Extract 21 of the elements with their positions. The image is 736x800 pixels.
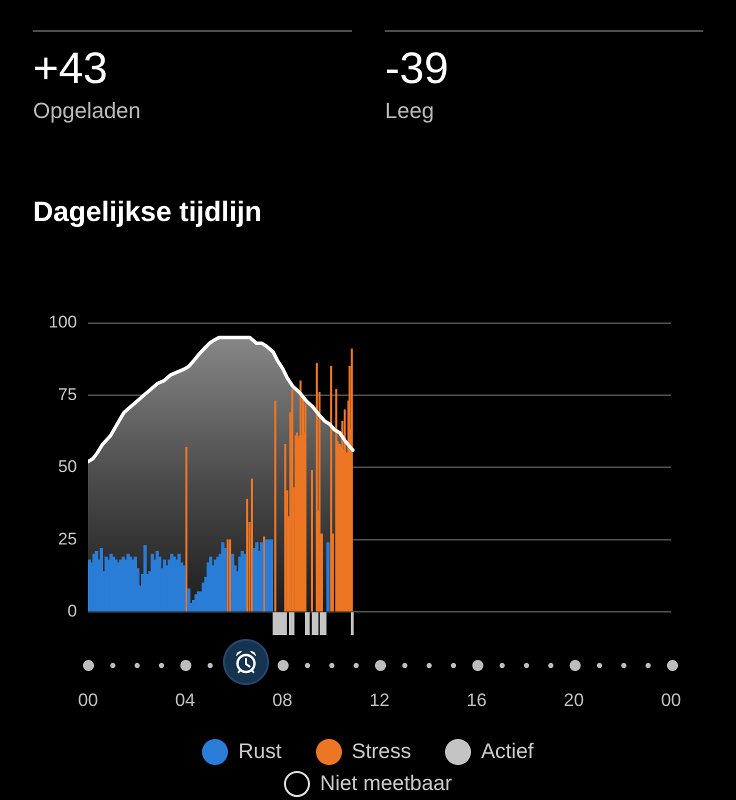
y-tick-label: 0 xyxy=(68,602,77,621)
text: Leeg xyxy=(385,98,434,124)
y-tick-label: 100 xyxy=(48,312,77,332)
legend-label: Stress xyxy=(352,739,412,765)
y-tick-label: 50 xyxy=(58,457,77,476)
x-tick-label: 00 xyxy=(78,690,98,710)
legend-label: Actief xyxy=(481,739,534,765)
y-tick-label: 75 xyxy=(58,384,77,404)
text: -39 xyxy=(385,44,449,94)
x-tick-label: 12 xyxy=(369,690,390,710)
x-tick-label: 08 xyxy=(272,690,292,710)
legend-label: Rust xyxy=(238,739,282,765)
text: Opgeladen xyxy=(33,98,141,124)
text: Niet meetbaar xyxy=(320,771,452,797)
text: +43 xyxy=(33,44,108,94)
x-tick-label: 04 xyxy=(175,690,196,710)
chart-title: Dagelijkse tijdlijn xyxy=(33,195,262,229)
x-tick-label: 00 xyxy=(660,690,682,710)
y-tick-label: 25 xyxy=(58,529,77,548)
x-tick-label: 20 xyxy=(564,690,584,710)
x-tick-label: 16 xyxy=(466,690,487,710)
